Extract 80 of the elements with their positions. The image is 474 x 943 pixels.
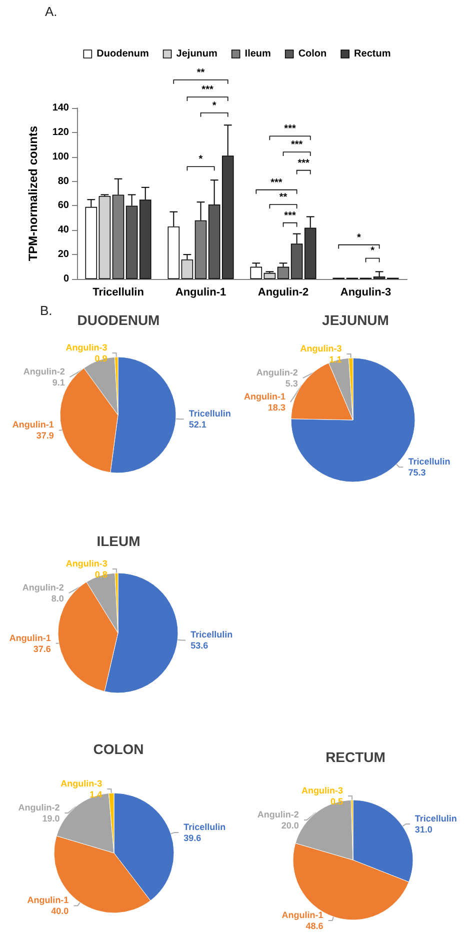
text: *** <box>202 84 214 96</box>
slice-label: Tricellulin <box>184 822 226 832</box>
annotation: *** <box>290 139 303 150</box>
x-tick-label: Angulin-2 <box>258 286 309 298</box>
text: B. <box>40 303 52 318</box>
slice-label: Angulin-3 <box>60 778 102 789</box>
slice-label: Angulin-2 <box>23 366 65 377</box>
annotation: *** <box>298 158 310 169</box>
slice-label: Angulin-2 <box>18 802 60 813</box>
y-tick-label: 0 <box>63 274 70 284</box>
data-label: 53.6 <box>190 640 208 651</box>
slice-label: Angulin-3 <box>66 342 108 353</box>
x-tick-label: Angulin-1 <box>175 286 226 298</box>
data-label: 1.4 <box>90 790 102 800</box>
slice-label: Tricellulin <box>414 813 457 824</box>
chart-title: ILEUM <box>96 533 140 549</box>
x-tick-label: Tricellulin <box>92 286 144 298</box>
data-label: 37.6 <box>33 644 51 654</box>
data-label: 18.3 <box>268 402 286 413</box>
bar <box>264 272 276 279</box>
data-label: 31.0 <box>414 824 432 834</box>
bar <box>98 196 111 279</box>
legend-label: Duodenum <box>96 48 149 60</box>
slice-label: Angulin-1 <box>12 420 54 430</box>
slice-label: Tricellulin <box>408 456 450 467</box>
chart-title: RECTUM <box>326 749 386 765</box>
data-label: 8.0 <box>51 594 64 604</box>
chart-title: DUODENUM <box>77 312 160 328</box>
y-tick-label: 120 <box>52 126 70 138</box>
data-label: 48.6 <box>306 921 324 932</box>
chart-title: JEJUNUM <box>322 312 389 328</box>
legend-label: Jejunum <box>176 48 218 60</box>
annotation: ** <box>279 192 288 203</box>
bar <box>250 266 262 279</box>
slice-label: Angulin-2 <box>257 810 299 820</box>
chart-title: COLON <box>93 741 144 757</box>
data-label: 19.0 <box>42 814 60 824</box>
text: ** <box>196 67 205 78</box>
data-label: 0.5 <box>330 796 343 807</box>
data-label: 40.0 <box>51 906 69 916</box>
chart-title: A. <box>45 4 58 19</box>
data-label: 52.1 <box>188 420 206 430</box>
slice-label: Angulin-1 <box>282 910 324 920</box>
legend-label: Ileum <box>244 48 272 60</box>
data-label: 37.9 <box>36 430 54 441</box>
annotation: *** <box>270 177 282 188</box>
data-label: 20.0 <box>281 820 299 831</box>
y-tick-label: 100 <box>52 151 70 162</box>
data-label: 9.1 <box>52 378 65 388</box>
data-label: 0.8 <box>94 570 108 580</box>
y-axis-title: TPM-normalized counts <box>26 126 40 262</box>
x-tick-label: Angulin-3 <box>340 286 392 298</box>
slice-label: Angulin-1 <box>27 895 69 906</box>
slice-label: Angulin-3 <box>301 786 343 796</box>
annotation: * <box>198 154 203 166</box>
annotation: * <box>212 100 216 112</box>
y-tick-label: 80 <box>58 176 70 187</box>
slice-label: Angulin-3 <box>66 558 108 569</box>
y-tick-label: 140 <box>52 102 70 114</box>
legend-label: Rectum <box>354 48 391 60</box>
slice-label: Tricellulin <box>190 630 233 640</box>
slice-label: Angulin-2 <box>22 582 64 593</box>
slice-label: Angulin-2 <box>256 368 298 378</box>
data-label: 75.3 <box>408 468 426 478</box>
data-label: 1.1 <box>329 354 342 365</box>
y-tick-label: 60 <box>58 200 70 212</box>
y-tick-label: 20 <box>58 249 70 260</box>
slice-label: Angulin-3 <box>300 344 342 354</box>
slice-label: Tricellulin <box>188 408 231 419</box>
data-label: 39.6 <box>184 832 202 843</box>
data-label: 0.9 <box>94 354 108 364</box>
bar <box>181 259 194 279</box>
slice-label: Angulin-1 <box>244 392 286 402</box>
annotation: *** <box>284 124 296 135</box>
data-label: 5.3 <box>285 378 298 389</box>
y-tick-label: 40 <box>58 224 70 236</box>
legend-label: Colon <box>298 48 327 60</box>
annotation: ** <box>357 232 375 257</box>
slice-label: Angulin-1 <box>9 632 51 643</box>
annotation: *** <box>284 210 296 222</box>
